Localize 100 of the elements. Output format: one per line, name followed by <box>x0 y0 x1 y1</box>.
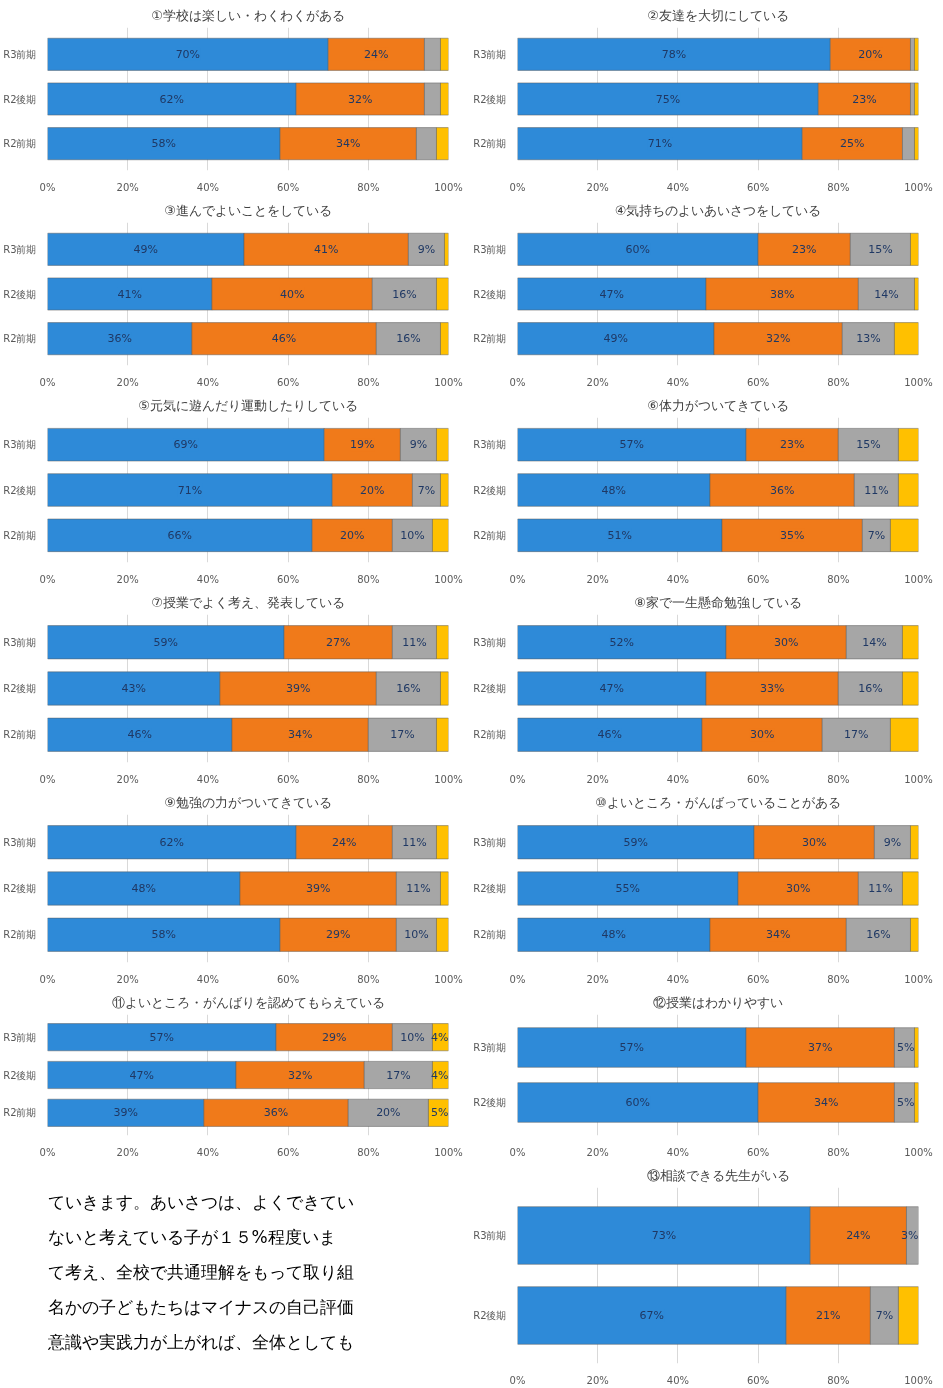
data-label: 16% <box>866 928 891 942</box>
x-tick-label: 60% <box>276 376 300 388</box>
x-tick-label: 80% <box>357 181 380 193</box>
x-tick-label: 60% <box>746 773 770 785</box>
x-tick-label: 60% <box>746 1374 770 1386</box>
data-label: 30% <box>785 882 811 895</box>
x-tick-label: 0% <box>39 181 56 193</box>
data-label: 62% <box>159 92 185 106</box>
data-label: 20% <box>340 528 365 542</box>
y-tick-label: R3前期 <box>3 636 37 648</box>
data-label: 34% <box>287 728 313 742</box>
chart-title: ⑫授業はわかりやすい <box>653 994 783 1010</box>
y-tick-label: R2前期 <box>473 138 507 150</box>
x-tick-label: 80% <box>827 973 850 985</box>
x-tick-label: 40% <box>196 376 220 388</box>
x-tick-label: 40% <box>666 1146 690 1158</box>
x-tick-label: 0% <box>509 1146 526 1158</box>
x-tick-label: 0% <box>509 376 526 388</box>
data-label: 17% <box>386 1068 411 1082</box>
data-label: 11% <box>402 835 427 849</box>
data-label: 5% <box>431 1106 449 1120</box>
data-label: 20% <box>376 1106 401 1120</box>
x-tick-label: 0% <box>509 973 526 985</box>
data-label: 11% <box>402 635 427 649</box>
data-label: 32% <box>287 1068 313 1082</box>
y-tick-label: R2前期 <box>3 729 37 741</box>
x-tick-label: 40% <box>666 973 690 985</box>
data-label: 11% <box>868 882 893 895</box>
y-tick-label: R2後期 <box>473 288 507 300</box>
data-label: 70% <box>175 47 201 61</box>
x-tick-label: 40% <box>666 1374 690 1386</box>
data-label: 24% <box>364 47 389 61</box>
x-tick-label: 60% <box>276 773 300 785</box>
x-tick-label: 0% <box>509 181 526 193</box>
data-label: 60% <box>625 242 651 256</box>
data-label: 34% <box>765 928 791 942</box>
data-label: 25% <box>840 137 865 151</box>
x-tick-label: 100% <box>904 1374 933 1386</box>
data-label: 24% <box>846 1229 871 1242</box>
y-tick-label: R3前期 <box>473 1042 507 1053</box>
data-label: 47% <box>599 682 624 695</box>
data-label: 10% <box>400 528 425 542</box>
x-tick-label: 0% <box>509 773 526 785</box>
x-tick-label: 20% <box>586 1146 609 1158</box>
data-label: 24% <box>332 835 357 849</box>
x-tick-label: 100% <box>904 1146 933 1158</box>
data-label: 62% <box>159 835 185 849</box>
data-label: 46% <box>597 728 622 742</box>
data-label: 20% <box>360 483 385 497</box>
data-label: 39% <box>305 882 331 895</box>
x-tick-label: 0% <box>39 573 56 585</box>
data-label: 30% <box>773 635 799 649</box>
data-label: 19% <box>350 438 375 452</box>
data-label: 35% <box>779 528 805 542</box>
chart-title: ⑧家で一生懸命勉強している <box>634 594 802 610</box>
y-tick-label: R2後期 <box>473 683 507 694</box>
x-tick-label: 0% <box>39 973 56 985</box>
chart-title: ⑪よいところ・がんばりを認めてもらえている <box>111 994 385 1010</box>
x-tick-label: 60% <box>746 573 770 585</box>
data-label: 16% <box>396 682 421 695</box>
x-tick-label: 40% <box>666 376 690 388</box>
data-label: 71% <box>177 483 203 497</box>
data-label: 57% <box>619 1041 645 1054</box>
x-tick-label: 20% <box>586 1374 609 1386</box>
text: ていきます。あいさつは、よくできてい <box>47 1191 354 1212</box>
chart-title: ⑦授業でよく考え、発表している <box>151 594 345 610</box>
y-tick-label: R3前期 <box>3 439 37 451</box>
x-tick-label: 40% <box>196 1146 220 1158</box>
x-tick-label: 20% <box>586 773 609 785</box>
data-label: 13% <box>856 332 881 346</box>
x-tick-label: 60% <box>276 1146 300 1158</box>
x-tick-label: 40% <box>666 773 690 785</box>
x-tick-label: 100% <box>434 773 463 785</box>
x-tick-label: 100% <box>434 573 463 585</box>
x-tick-label: 20% <box>586 973 609 985</box>
y-tick-label: R3前期 <box>3 243 37 255</box>
chart-title: ⑨勉強の力がついてきている <box>164 794 332 810</box>
x-tick-label: 40% <box>666 573 690 585</box>
y-tick-label: R2後期 <box>3 683 37 694</box>
data-label: 17% <box>844 728 869 742</box>
chart-title: ①学校は楽しい・わくわくがある <box>151 7 345 23</box>
data-label: 34% <box>814 1096 839 1109</box>
data-label: 9% <box>417 242 436 256</box>
data-label: 11% <box>406 882 431 895</box>
data-label: 30% <box>802 835 827 849</box>
y-tick-label: R2後期 <box>473 93 507 105</box>
y-tick-label: R2後期 <box>473 484 507 496</box>
y-tick-label: R2前期 <box>3 1107 37 1119</box>
data-label: 5% <box>897 1096 915 1109</box>
y-tick-label: R2前期 <box>473 929 507 941</box>
x-tick-label: 60% <box>746 376 770 388</box>
chart-title: ②友達を大切にしている <box>647 7 789 23</box>
x-tick-label: 100% <box>904 573 933 585</box>
x-tick-label: 100% <box>434 181 463 193</box>
y-tick-label: R2後期 <box>3 883 37 894</box>
x-tick-label: 0% <box>509 573 526 585</box>
data-label: 48% <box>601 928 626 942</box>
data-label: 10% <box>404 928 429 942</box>
y-tick-label: R3前期 <box>473 636 507 648</box>
data-label: 38% <box>769 287 795 301</box>
